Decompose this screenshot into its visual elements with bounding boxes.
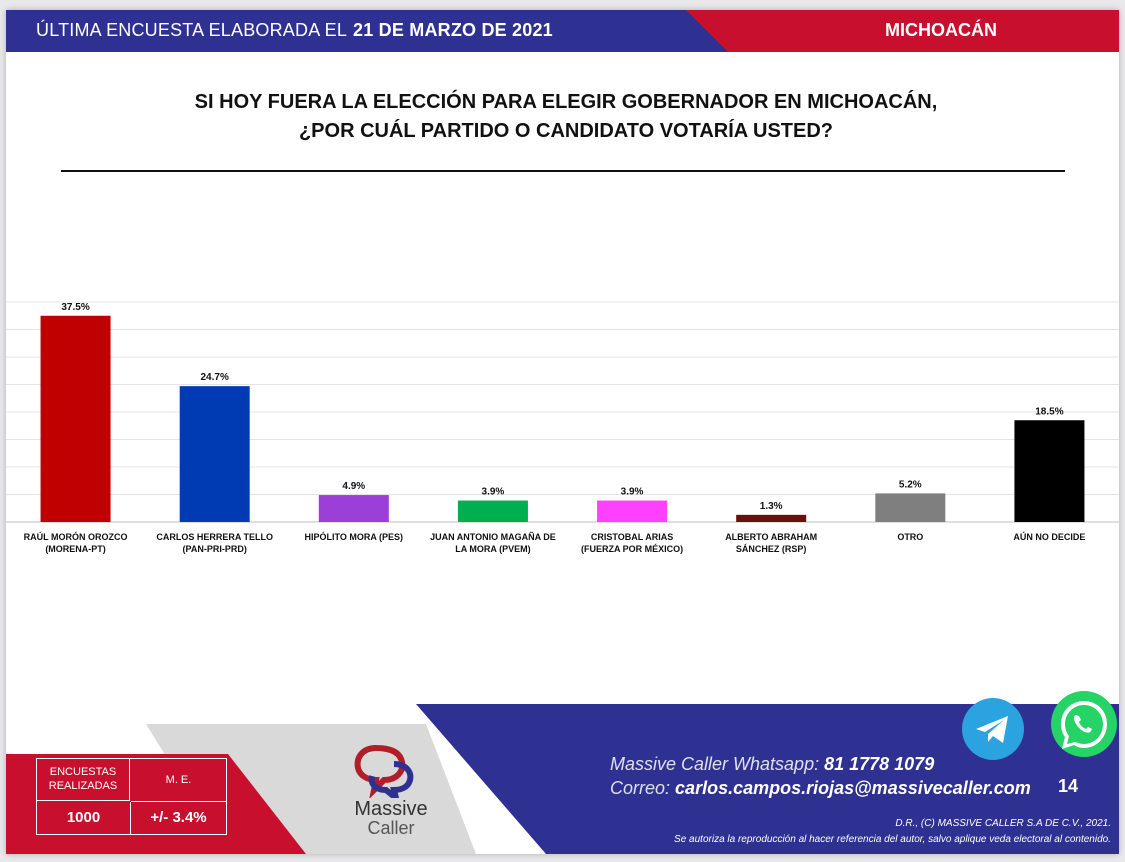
bar-chart-svg: 37.5% 24.7% 4.9% 3.9% 3.9% 1.3% 5.2% 18.5% <box>6 301 1119 523</box>
category-label: JUAN ANTONIO MAGAÑA DE LA MORA (PVEM) <box>427 531 559 555</box>
category-label-line: SÁNCHEZ (RSP) <box>735 544 807 554</box>
bar <box>736 514 807 522</box>
bar-value-label: 24.7% <box>201 372 229 383</box>
stats-header-me: M. E. <box>131 759 226 802</box>
bar-value-label: 1.3% <box>760 501 783 512</box>
bar-value-label: 4.9% <box>342 481 365 492</box>
stats-value-me: +/- 3.4% <box>150 809 207 826</box>
bar-chart: 37.5% 24.7% 4.9% 3.9% 3.9% 1.3% 5.2% 18.5% RAÚL… <box>6 240 1119 554</box>
category-label: AÚN NO DECIDE <box>983 531 1115 543</box>
bar <box>40 315 111 522</box>
category-label-line: HIPÓLITO MORA (PES) <box>304 532 404 542</box>
logo-mark <box>354 744 414 806</box>
survey-date-label: ÚLTIMA ENCUESTA ELABORADA EL 21 DE MARZO … <box>36 20 553 41</box>
contact-email: Correo: carlos.campos.riojas@massivecall… <box>610 778 1031 799</box>
category-label: CRISTOBAL ARIAS (FUERZA POR MÉXICO) <box>566 531 698 555</box>
bar <box>457 500 528 522</box>
stats-value-encuestas: 1000 <box>37 802 131 834</box>
state-name: MICHOACÁN <box>885 20 997 40</box>
bar <box>597 500 668 522</box>
category-label: ALBERTO ABRAHAM SÁNCHEZ (RSP) <box>705 531 837 555</box>
whatsapp-number: 81 1778 1079 <box>824 754 935 774</box>
bar-value-label: 18.5% <box>1035 406 1063 417</box>
legal-notice: Se autoriza la reproducción al hacer ref… <box>674 834 1111 845</box>
category-label-line: CRISTOBAL ARIAS <box>590 532 674 542</box>
header-bar: ÚLTIMA ENCUESTA ELABORADA EL 21 DE MARZO … <box>6 10 1119 52</box>
question-line-1: SI HOY FUERA LA ELECCIÓN PARA ELEGIR GOB… <box>194 91 938 113</box>
category-label: OTRO <box>844 531 976 543</box>
footer-background <box>6 704 1119 854</box>
category-label-line: JUAN ANTONIO MAGAÑA DE <box>430 532 556 542</box>
category-label: CARLOS HERRERA TELLO (PAN-PRI-PRD) <box>149 531 281 555</box>
slide: ÚLTIMA ENCUESTA ELABORADA EL 21 DE MARZO … <box>6 10 1119 854</box>
category-label-line: RAÚL MORÓN OROZCO <box>23 532 128 542</box>
contact-whatsapp: Massive Caller Whatsapp: 81 1778 1079 <box>610 754 934 775</box>
logo-text-massive: Massive <box>354 798 428 820</box>
question-title: SI HOY FUERA LA ELECCIÓN PARA ELEGIR GOB… <box>66 88 1066 146</box>
email-label: Correo: <box>610 778 671 798</box>
whatsapp-label: Massive Caller Whatsapp: <box>610 754 820 774</box>
category-label-line: AÚN NO DECIDE <box>1013 532 1086 542</box>
category-label-line: CARLOS HERRERA TELLO <box>156 532 274 542</box>
title-divider <box>61 170 1065 172</box>
bar <box>1014 420 1085 522</box>
bar-value-label: 3.9% <box>621 487 644 498</box>
stats-header-encuestas-line1: ENCUESTAS <box>49 766 117 778</box>
bar <box>318 495 389 522</box>
stats-header-encuestas-line2: REALIZADAS <box>48 780 118 792</box>
question-line-2: ¿POR CUÁL PARTIDO O CANDIDATO VOTARÍA US… <box>298 120 834 142</box>
email-address[interactable]: carlos.campos.riojas@massivecaller.com <box>675 778 1031 798</box>
survey-stats-table: ENCUESTAS REALIZADAS M. E. 1000 +/- 3.4% <box>36 758 227 835</box>
massive-caller-logo: Massive Caller <box>346 740 436 840</box>
bar <box>875 493 946 522</box>
legal-copyright: D.R., (C) MASSIVE CALLER S.A DE C.V., 20… <box>895 818 1111 829</box>
stats-header-encuestas: ENCUESTAS REALIZADAS <box>37 759 130 801</box>
survey-date-prefix: ÚLTIMA ENCUESTA ELABORADA EL <box>36 20 348 40</box>
bar-value-label: 3.9% <box>482 487 505 498</box>
page-number: 14 <box>1058 776 1079 796</box>
category-label-line: (FUERZA POR MÉXICO) <box>580 544 684 554</box>
category-label-line: LA MORA (PVEM) <box>455 544 531 554</box>
footer: ENCUESTAS REALIZADAS M. E. 1000 +/- 3.4%… <box>6 691 1119 854</box>
category-label-line: ALBERTO ABRAHAM <box>725 532 818 542</box>
category-label-line: OTRO <box>897 532 924 542</box>
logo-text-caller: Caller <box>367 818 415 838</box>
bar-value-label: 5.2% <box>899 479 922 490</box>
whatsapp-icon[interactable] <box>1046 688 1119 764</box>
category-label-line: (MORENA-PT) <box>45 544 106 554</box>
bar-value-label: 37.5% <box>61 302 89 313</box>
telegram-icon[interactable] <box>960 696 1026 762</box>
category-label-line: (PAN-PRI-PRD) <box>182 544 247 554</box>
category-label: HIPÓLITO MORA (PES) <box>288 531 420 543</box>
survey-date: 21 DE MARZO DE 2021 <box>353 20 553 40</box>
category-label: RAÚL MORÓN OROZCO (MORENA-PT) <box>10 531 142 555</box>
header-background <box>6 10 1119 52</box>
bar <box>179 386 250 522</box>
